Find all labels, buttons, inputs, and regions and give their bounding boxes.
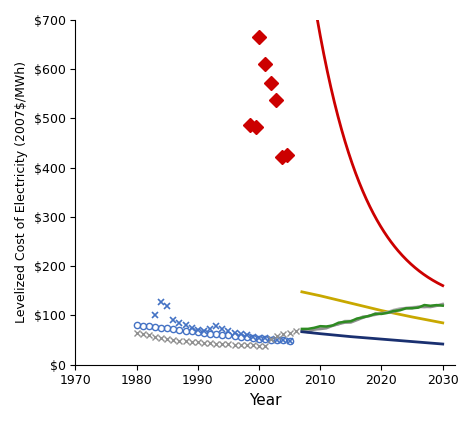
X-axis label: Year: Year bbox=[249, 393, 282, 408]
Y-axis label: Levelized Cost of Electricity (2007$/MWh): Levelized Cost of Electricity (2007$/MWh… bbox=[15, 61, 28, 323]
